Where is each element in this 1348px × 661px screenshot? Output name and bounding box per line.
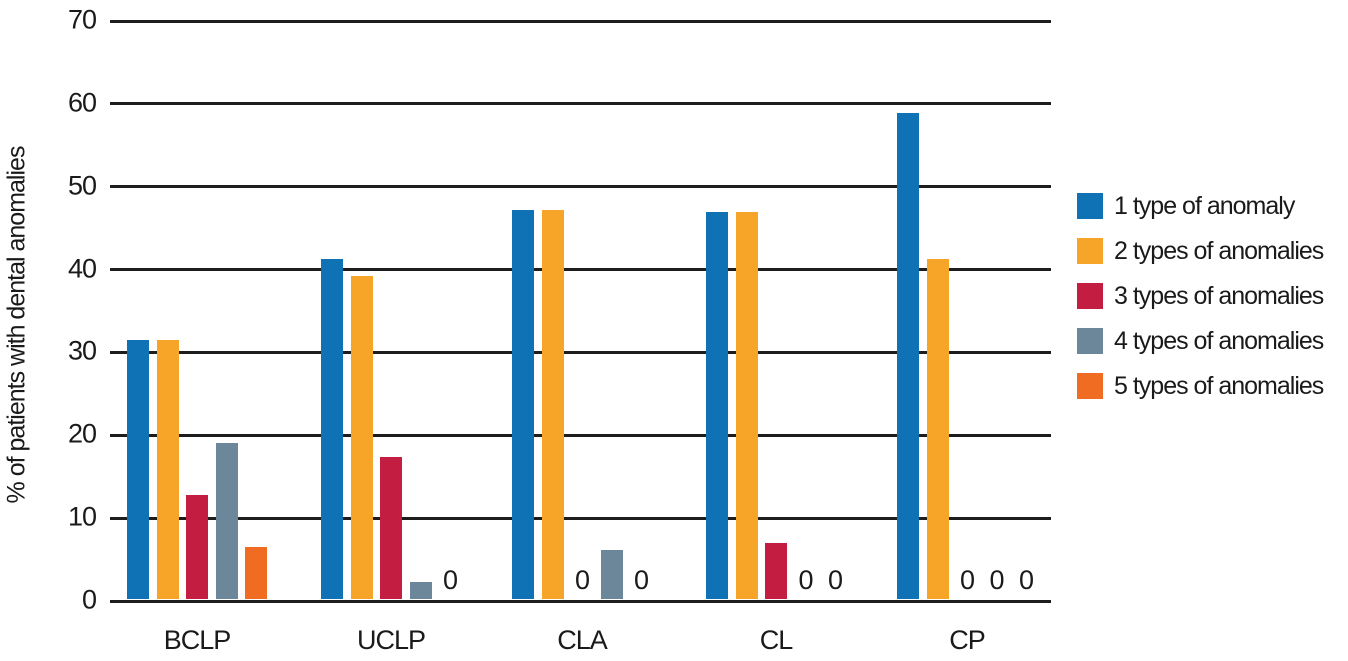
- y-tick-label-60: 60: [67, 87, 97, 118]
- legend-row-5: 5 types of anomalies: [1077, 371, 1324, 400]
- bar-CLA-series4: [600, 550, 623, 599]
- bar-CL-series2: [735, 212, 758, 599]
- gridline-50: [110, 185, 1051, 189]
- gridline-20: [110, 433, 1051, 437]
- y-tick-label-20: 20: [67, 418, 97, 449]
- x-category-label-CLA: CLA: [557, 625, 608, 655]
- zero-label-CL-series5: 0: [827, 565, 843, 595]
- zero-label-CP-series5: 0: [1018, 565, 1034, 595]
- legend: 1 type of anomaly 2 types of anomalies 3 t…: [1077, 191, 1324, 418]
- legend-row-2: 2 types of anomalies: [1077, 236, 1324, 265]
- bar-CLA-series2: [541, 210, 564, 599]
- gridline-30: [110, 350, 1051, 354]
- bar-BCLP-series2: [156, 340, 179, 599]
- gridline-10: [110, 516, 1051, 520]
- legend-label-series5: 5 types of anomalies: [1114, 371, 1324, 400]
- bar-UCLP-series1: [321, 259, 343, 599]
- y-tick-label-50: 50: [67, 169, 97, 200]
- y-tick-label-10: 10: [67, 501, 97, 532]
- x-category-label-CL: CL: [759, 625, 794, 655]
- legend-label-series1: 1 type of anomaly: [1114, 191, 1295, 220]
- gridline-70: [110, 19, 1051, 23]
- legend-swatch-series4: [1077, 328, 1103, 354]
- bar-CP-series2: [926, 259, 949, 599]
- legend-label-series2: 2 types of anomalies: [1114, 236, 1324, 265]
- zero-label-CLA-series3: 0: [574, 565, 590, 595]
- zero-label-CL-series4: 0: [798, 565, 813, 595]
- bar-BCLP-series5: [245, 547, 267, 599]
- legend-row-1: 1 type of anomaly: [1077, 191, 1323, 220]
- legend-row-3: 3 types of anomalies: [1077, 281, 1324, 310]
- zero-label-CLA-series5: 0: [633, 565, 649, 595]
- x-category-label-UCLP: UCLP: [356, 625, 426, 655]
- bar-CLA-series1: [512, 210, 534, 599]
- y-tick-label-40: 40: [67, 252, 97, 283]
- legend-swatch-series2: [1077, 238, 1103, 264]
- zero-label-CP-series4: 0: [989, 565, 1004, 595]
- y-tick-label-0: 0: [81, 584, 97, 615]
- y-tick-label-70: 70: [67, 4, 97, 35]
- gridline-40: [110, 268, 1051, 272]
- gridline-60: [110, 102, 1051, 106]
- bar-CP-series1: [897, 113, 919, 599]
- y-tick-label-30: 30: [67, 335, 97, 366]
- bar-UCLP-series2: [350, 276, 373, 599]
- y-axis-label: % of patients with dental anomalies: [2, 146, 31, 504]
- bar-CL-series1: [706, 212, 728, 599]
- bar-BCLP-series3: [186, 495, 208, 599]
- legend-label-series4: 4 types of anomalies: [1114, 326, 1324, 355]
- bar-BCLP-series4: [215, 443, 238, 599]
- legend-row-4: 4 types of anomalies: [1077, 326, 1324, 355]
- legend-label-series3: 3 types of anomalies: [1114, 281, 1324, 310]
- bar-BCLP-series1: [127, 340, 149, 599]
- zero-label-UCLP-series5: 0: [442, 565, 458, 595]
- x-category-label-BCLP: BCLP: [163, 625, 232, 655]
- bar-CL-series3: [765, 543, 787, 599]
- legend-swatch-series5: [1077, 373, 1103, 399]
- x-category-label-CP: CP: [949, 625, 986, 655]
- legend-swatch-series3: [1077, 283, 1103, 309]
- zero-label-CP-series3: 0: [959, 565, 975, 595]
- bar-UCLP-series3: [380, 457, 402, 599]
- legend-swatch-series1: [1077, 193, 1103, 219]
- gridline-0: [110, 599, 1051, 603]
- bar-UCLP-series4: [409, 582, 432, 599]
